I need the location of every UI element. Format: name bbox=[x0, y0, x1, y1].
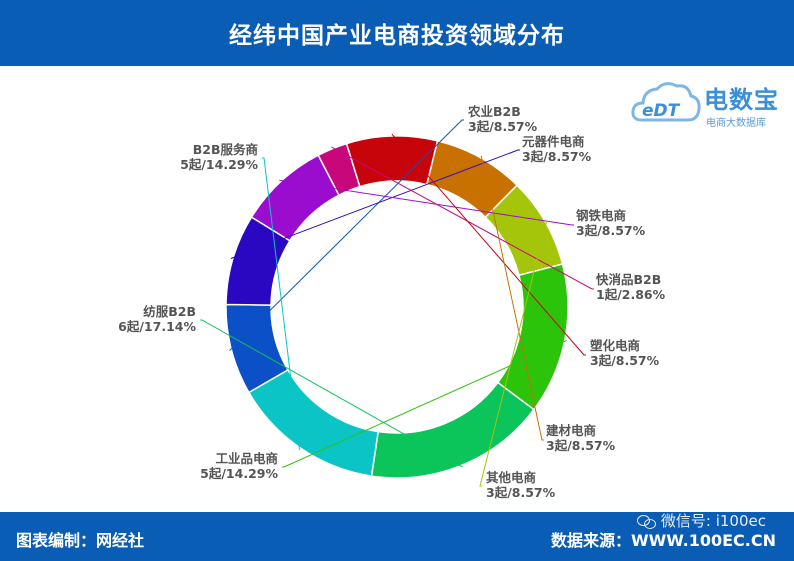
slice-name-label: 元器件电商 bbox=[522, 134, 585, 149]
slice-name-label: 钢铁电商 bbox=[576, 208, 626, 223]
slice-value-label: 3起/8.57% bbox=[522, 149, 592, 164]
slice-value-label: 3起/8.57% bbox=[486, 485, 556, 500]
slice-item-4 bbox=[345, 135, 439, 188]
leader-line-7 bbox=[282, 339, 567, 468]
donut-slices bbox=[225, 135, 569, 479]
edt-logo: eDT 电数宝 电商大数据库 bbox=[630, 72, 790, 136]
slice-b2b bbox=[370, 381, 535, 479]
logo-brand: 电数宝 bbox=[704, 86, 779, 114]
cloud-text: eDT bbox=[642, 101, 681, 121]
slice-name-label: 纺服B2B bbox=[143, 304, 196, 319]
leader-line-5 bbox=[480, 155, 544, 441]
slice-name-label: 其他电商 bbox=[486, 470, 536, 485]
slice-labels: 农业B2B3起/8.57%元器件电商3起/8.57%钢铁电商3起/8.57%快消… bbox=[118, 104, 665, 500]
wechat-icon bbox=[636, 513, 657, 529]
slice-value-label: 3起/8.57% bbox=[576, 223, 646, 238]
slice-name-label: 农业B2B bbox=[467, 104, 521, 119]
slice-name-label: 工业品电商 bbox=[215, 451, 278, 466]
slice-b2b bbox=[247, 368, 380, 477]
leader-line-1 bbox=[230, 149, 520, 259]
leader-line-2 bbox=[279, 179, 574, 226]
leader-line-6 bbox=[479, 220, 548, 487]
slice-value-label: 5起/14.29% bbox=[180, 157, 258, 172]
slice-value-label: 3起/8.57% bbox=[468, 119, 538, 134]
slice-value-label: 3起/8.57% bbox=[546, 438, 616, 453]
leader-lines bbox=[200, 119, 594, 487]
slice-item-7 bbox=[496, 263, 569, 411]
slice-name-label: 建材电商 bbox=[546, 423, 596, 438]
logo-tagline: 电商大数据库 bbox=[706, 118, 766, 129]
leader-line-8 bbox=[200, 319, 463, 468]
chart-footer: 图表编制：网经社 微信号: i100ec 数据来源：WWW.100EC.CN bbox=[0, 512, 794, 561]
slice-value-label: 6起/17.14% bbox=[118, 319, 196, 334]
wechat-text: 微信号: i100ec bbox=[660, 512, 766, 530]
chart-title: 经纬中国产业电商投资领域分布 bbox=[229, 23, 565, 49]
footer-compiler: 图表编制：网经社 bbox=[16, 531, 145, 550]
chart-header: 经纬中国产业电商投资领域分布 bbox=[0, 0, 794, 66]
leader-line-4 bbox=[391, 133, 586, 356]
slice-value-label: 3起/8.57% bbox=[590, 353, 660, 368]
slice-name-label: 快消品B2B bbox=[596, 272, 661, 287]
slice-name-label: 塑化电商 bbox=[590, 338, 640, 353]
slice-name-label: B2B服务商 bbox=[193, 142, 258, 157]
leader-line-9 bbox=[262, 157, 301, 450]
slice-value-label: 5起/14.29% bbox=[200, 466, 278, 481]
slice-value-label: 1起/2.86% bbox=[596, 287, 666, 302]
cloud-icon: eDT bbox=[631, 82, 701, 122]
footer-source: 数据来源：WWW.100EC.CN bbox=[550, 531, 776, 550]
leader-line-0 bbox=[229, 119, 464, 351]
leader-line-3 bbox=[331, 146, 594, 290]
wechat-handle: 微信号: i100ec bbox=[636, 510, 766, 531]
